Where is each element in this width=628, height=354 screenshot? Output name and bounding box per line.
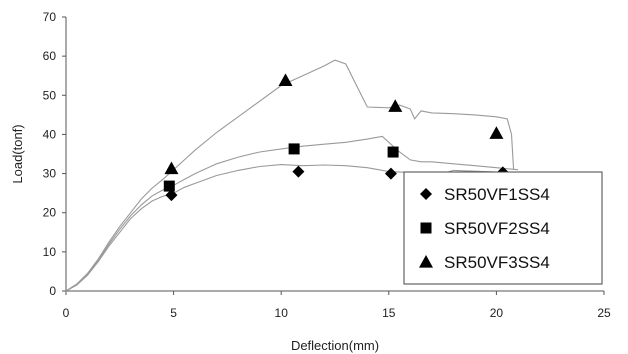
series-1-point	[165, 189, 178, 202]
x-tick-label: 5	[170, 306, 177, 320]
axes: 0 10 20 30 40 50 60 70 0 5 10 15 20 25	[43, 10, 611, 320]
series-curve-3	[65, 59, 515, 292]
y-tick-label: 0	[49, 284, 56, 298]
y-tick-label: 40	[43, 127, 57, 141]
series-3-point	[164, 161, 179, 175]
y-tick-label: 10	[43, 245, 57, 259]
series-1-point	[384, 167, 397, 180]
plot-frame	[65, 17, 604, 292]
y-tick-label: 60	[43, 49, 57, 63]
legend-marker-square	[420, 222, 432, 234]
legend-label: SR50VF3SS4	[444, 253, 550, 272]
y-axis-title: Load(tonf)	[10, 124, 25, 183]
x-axis-title: Deflection(mm)	[291, 338, 379, 353]
x-tick-label: 0	[63, 306, 70, 320]
x-tick-label: 15	[382, 306, 396, 320]
y-tick-label: 20	[43, 206, 57, 220]
legend-marker-diamond	[420, 188, 432, 200]
legend-box	[403, 171, 603, 285]
legend-label: SR50VF2SS4	[444, 219, 550, 238]
series-curve-2	[65, 135, 518, 292]
y-tick-label: 50	[43, 88, 57, 102]
series-2-point	[288, 143, 300, 155]
series-2-point	[163, 180, 175, 192]
legend-label: SR50VF1SS4	[444, 185, 550, 204]
y-tick-label: 70	[43, 10, 57, 24]
x-tick-label: 25	[597, 306, 611, 320]
series-3-point	[388, 99, 403, 112]
series-3-point	[489, 126, 504, 139]
y-tick-label: 30	[43, 167, 57, 181]
series-1-point	[292, 165, 305, 178]
x-tick-label: 10	[275, 306, 289, 320]
series-3-point	[278, 73, 293, 87]
legend-marker-triangle	[419, 255, 433, 268]
series-2-point	[387, 146, 399, 158]
legend: SR50VF1SS4 SR50VF2SS4 SR50VF3SS4	[403, 171, 603, 285]
x-tick-label: 20	[490, 306, 504, 320]
